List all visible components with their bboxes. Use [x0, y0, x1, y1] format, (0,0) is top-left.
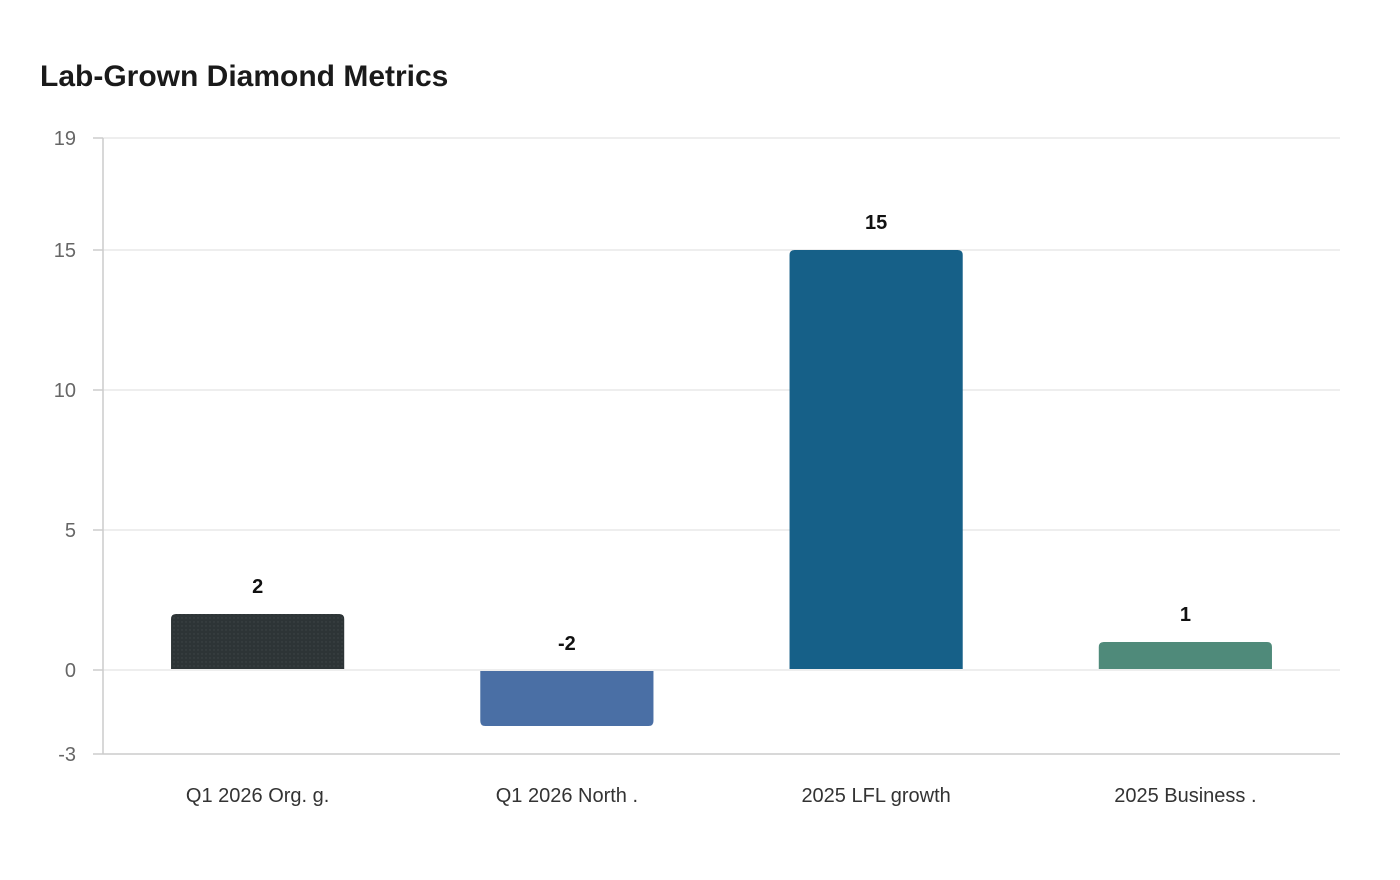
y-tick-label: 0 — [65, 660, 76, 682]
chart-title: Lab-Grown Diamond Metrics — [40, 60, 449, 93]
y-tick-label: 19 — [54, 128, 76, 150]
y-tick-label: 15 — [54, 240, 76, 262]
bars — [171, 250, 1272, 726]
gridlines — [103, 137, 1340, 671]
bar-2 — [480, 671, 654, 726]
value-label: -2 — [558, 633, 576, 655]
value-label: 1 — [1180, 604, 1191, 626]
bar-3 — [789, 250, 963, 669]
y-tick-label: -3 — [58, 744, 76, 766]
x-category-label: 2025 LFL growth — [801, 785, 950, 807]
x-axis-categories: Q1 2026 Org. g. Q1 2026 North . 2025 LFL g… — [186, 785, 1257, 807]
axes — [93, 137, 1340, 755]
y-tick-label: 5 — [65, 520, 76, 542]
value-label: 15 — [865, 212, 887, 234]
bar-4 — [1098, 642, 1272, 669]
value-label: 2 — [252, 576, 263, 598]
x-category-label: 2025 Business . — [1114, 785, 1256, 807]
y-axis-ticks: 19 15 10 5 0 -3 — [54, 128, 76, 766]
y-tick-label: 10 — [54, 380, 76, 402]
value-labels: 2 -2 15 1 — [252, 212, 1191, 655]
x-category-label: Q1 2026 North . — [496, 785, 638, 807]
bar-1 — [171, 614, 345, 669]
x-category-label: Q1 2026 Org. g. — [186, 785, 329, 807]
